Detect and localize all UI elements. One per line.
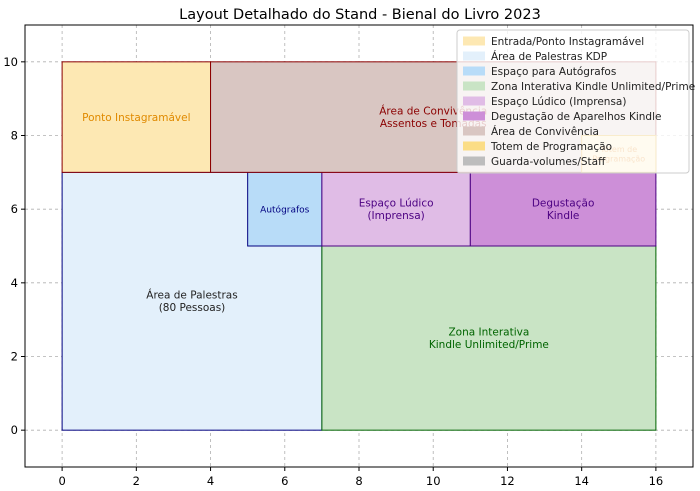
legend-label: Área de Palestras KDP [491, 50, 607, 63]
x-tick-label: 12 [500, 474, 515, 488]
legend-label: Totem de Programação [490, 141, 612, 153]
x-tick-label: 8 [355, 474, 362, 488]
x-tick-label: 2 [133, 474, 140, 488]
legend-label: Espaço Lúdico (Imprensa) [491, 96, 626, 108]
y-tick-label: 2 [11, 350, 18, 364]
legend-label: Espaço para Autógrafos [491, 66, 616, 78]
x-tick-label: 4 [207, 474, 214, 488]
legend-swatch [463, 141, 485, 151]
x-tick-label: 16 [649, 474, 664, 488]
legend-label: Guarda-volumes/Staff [491, 156, 606, 168]
legend-label: Degustação de Aparelhos Kindle [491, 111, 661, 123]
legend: Entrada/Ponto Instagramável Área de Pales… [456, 29, 695, 174]
area-label-ludico: (Imprensa) [367, 210, 424, 222]
legend-swatch [463, 36, 485, 46]
area-label-palestras: Área de Palestras [146, 289, 237, 302]
legend-swatch [463, 96, 485, 106]
legend-swatch [463, 156, 485, 166]
area-label-interativa: Zona Interativa [448, 326, 529, 338]
x-tick-label: 14 [574, 474, 589, 488]
y-tick-label: 8 [11, 129, 18, 143]
area-label-palestras: (80 Pessoas) [159, 302, 226, 314]
area-label-ludico: Espaço Lúdico [359, 198, 434, 210]
axes: 0 2 4 6 8 10 12 14 16 0 2 4 6 8 10 [3, 24, 694, 488]
area-label-degustacao: Kindle [547, 210, 580, 222]
legend-box [456, 29, 690, 174]
y-tick-label: 0 [11, 423, 18, 437]
legend-label: Entrada/Ponto Instagramável [491, 36, 644, 48]
y-tick-label: 6 [11, 202, 18, 216]
x-tick-label: 6 [281, 474, 288, 488]
legend-label: Área de Convivência [491, 125, 599, 138]
x-tick-label: 10 [426, 474, 441, 488]
legend-swatch [463, 111, 485, 121]
area-label-instagram: Ponto Instagramável [82, 112, 190, 124]
area-label-interativa: Kindle Unlimited/Prime [429, 339, 549, 351]
legend-label: Zona Interativa Kindle Unlimited/Prime [491, 81, 695, 93]
x-tick-label: 0 [58, 474, 65, 488]
area-interativa [321, 245, 657, 431]
y-tick-label: 10 [3, 55, 18, 69]
area-label-degustacao: Degustação [532, 198, 595, 210]
area-degustacao [469, 171, 657, 247]
chart-title: Layout Detalhado do Stand - Bienal do Li… [179, 7, 541, 23]
legend-swatch [463, 51, 485, 61]
legend-swatch [463, 126, 485, 136]
area-label-autografos: Autógrafos [260, 204, 309, 215]
legend-swatch [463, 81, 485, 91]
y-tick-label: 4 [11, 276, 18, 290]
area-instagram [61, 61, 212, 173]
legend-swatch [463, 66, 485, 76]
